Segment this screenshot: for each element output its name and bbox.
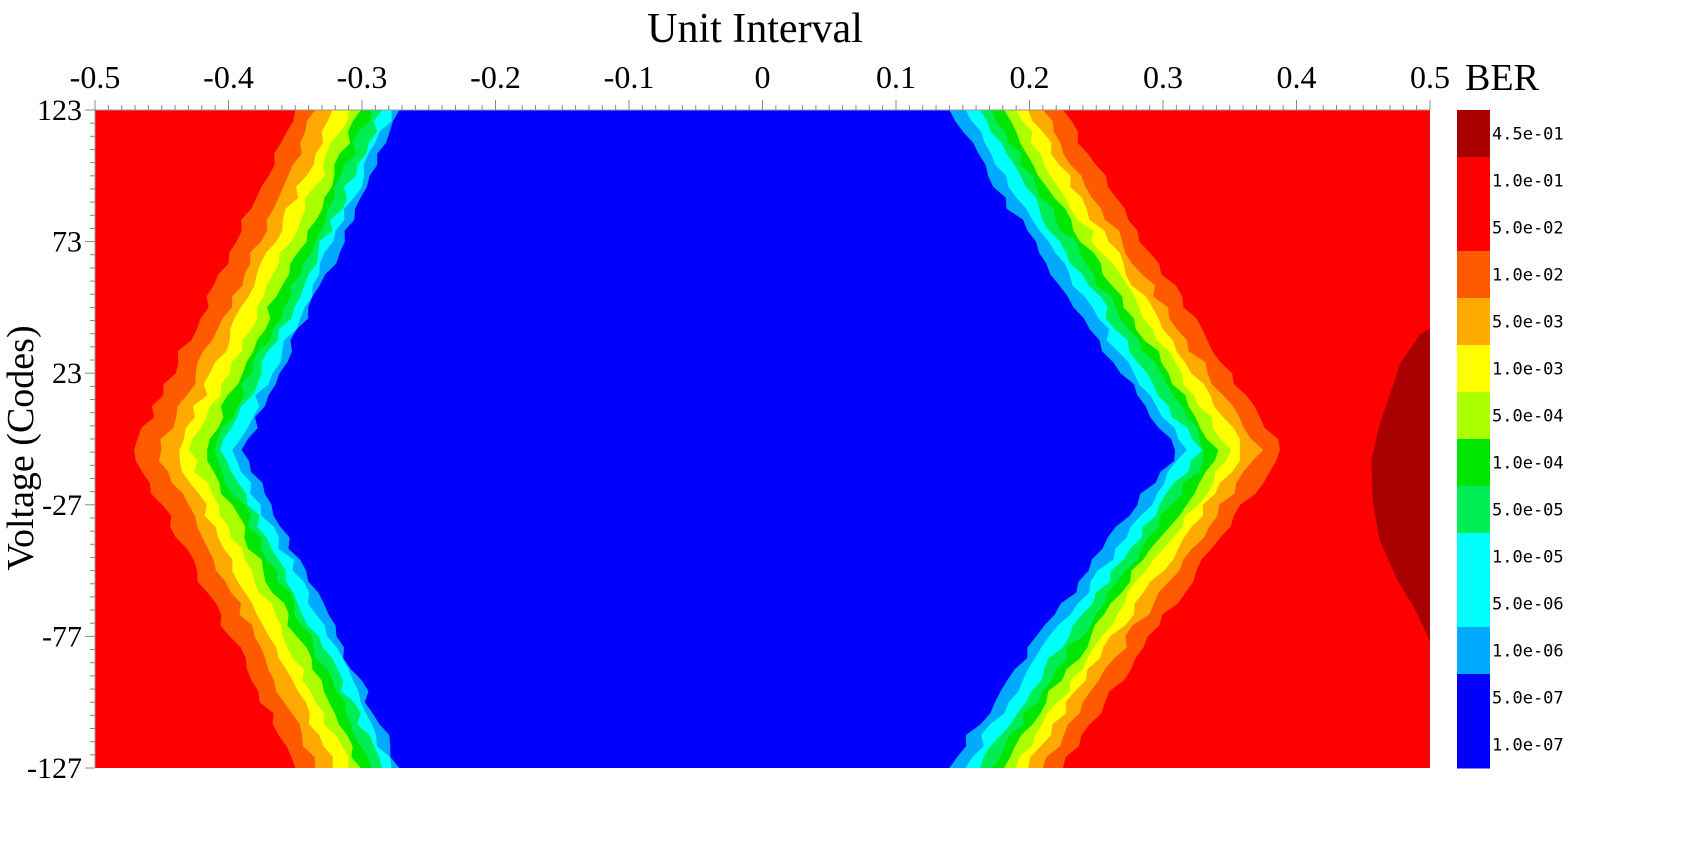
colorbar-label: 1.0e-03: [1492, 360, 1564, 380]
y-tick-label: 123: [37, 94, 82, 127]
colorbar-label: 5.0e-06: [1492, 595, 1564, 615]
colorbar-label: 1.0e-07: [1492, 736, 1564, 756]
y-tick-label: -27: [42, 489, 82, 522]
colorbar-label: 1.0e-01: [1492, 172, 1564, 192]
x-tick-label: 0.5: [1410, 59, 1450, 95]
x-tick-label: 0.1: [876, 59, 916, 95]
x-tick-label: -0.1: [604, 59, 655, 95]
colorbar-label: 1.0e-02: [1492, 266, 1564, 286]
region-ber-4.5e-01: [1371, 328, 1430, 642]
x-tick-label: 0.4: [1277, 59, 1317, 95]
colorbar-swatch: [1457, 298, 1490, 346]
x-axis-title: Unit Interval: [647, 6, 863, 52]
x-tick-label: 0.2: [1010, 59, 1050, 95]
left-contour-ber-1.0e-07: [241, 110, 763, 768]
colorbar-swatch: [1457, 110, 1490, 158]
colorbar-swatch: [1457, 721, 1490, 769]
colorbar-label: 4.5e-01: [1492, 125, 1564, 145]
x-tick-label: 0.3: [1143, 59, 1183, 95]
colorbar-swatch: [1457, 674, 1490, 722]
colorbar-swatch: [1457, 392, 1490, 440]
colorbar-label: 1.0e-05: [1492, 548, 1564, 568]
colorbar-label: 5.0e-02: [1492, 219, 1564, 239]
colorbar-swatch: [1457, 157, 1490, 205]
y-tick-label: -77: [42, 620, 82, 653]
colorbar-label: 5.0e-03: [1492, 313, 1564, 333]
colorbar: 4.5e-01 1.0e-01 5.0e-02 1.0e-02 5.0e-03 1.0e-…: [1457, 110, 1564, 769]
colorbar-swatch: [1457, 251, 1490, 299]
colorbar-label: 1.0e-04: [1492, 454, 1564, 474]
colorbar-swatch: [1457, 439, 1490, 487]
colorbar-swatch: [1457, 486, 1490, 534]
right-contour-ber-1.0e-07: [762, 110, 1175, 768]
x-tick-label: -0.4: [203, 59, 254, 95]
colorbar-swatch: [1457, 627, 1490, 675]
plot-area: [95, 110, 1430, 768]
x-tick-label: -0.2: [470, 59, 521, 95]
x-tick-label: -0.3: [337, 59, 388, 95]
colorbar-title: BER: [1465, 57, 1540, 99]
colorbar-swatch: [1457, 580, 1490, 628]
x-tick-label: 0: [755, 59, 771, 95]
y-tick-label: 23: [52, 357, 82, 390]
colorbar-swatch: [1457, 533, 1490, 581]
y-tick-label: 73: [52, 226, 82, 259]
axes: -0.5 -0.4 -0.3 -0.2 -0.1 0 0.1 0.2 0.3 0.4 0.5 123 7…: [27, 59, 1450, 785]
colorbar-swatch: [1457, 204, 1490, 252]
colorbar-label: 5.0e-07: [1492, 689, 1564, 709]
colorbar-label: 1.0e-06: [1492, 642, 1564, 662]
colorbar-label: 5.0e-05: [1492, 501, 1564, 521]
y-axis-title: Voltage (Codes): [0, 325, 42, 570]
colorbar-label: 5.0e-04: [1492, 407, 1564, 427]
x-tick-label: -0.5: [70, 59, 121, 95]
y-tick-label: -127: [27, 752, 82, 785]
colorbar-swatch: [1457, 345, 1490, 393]
